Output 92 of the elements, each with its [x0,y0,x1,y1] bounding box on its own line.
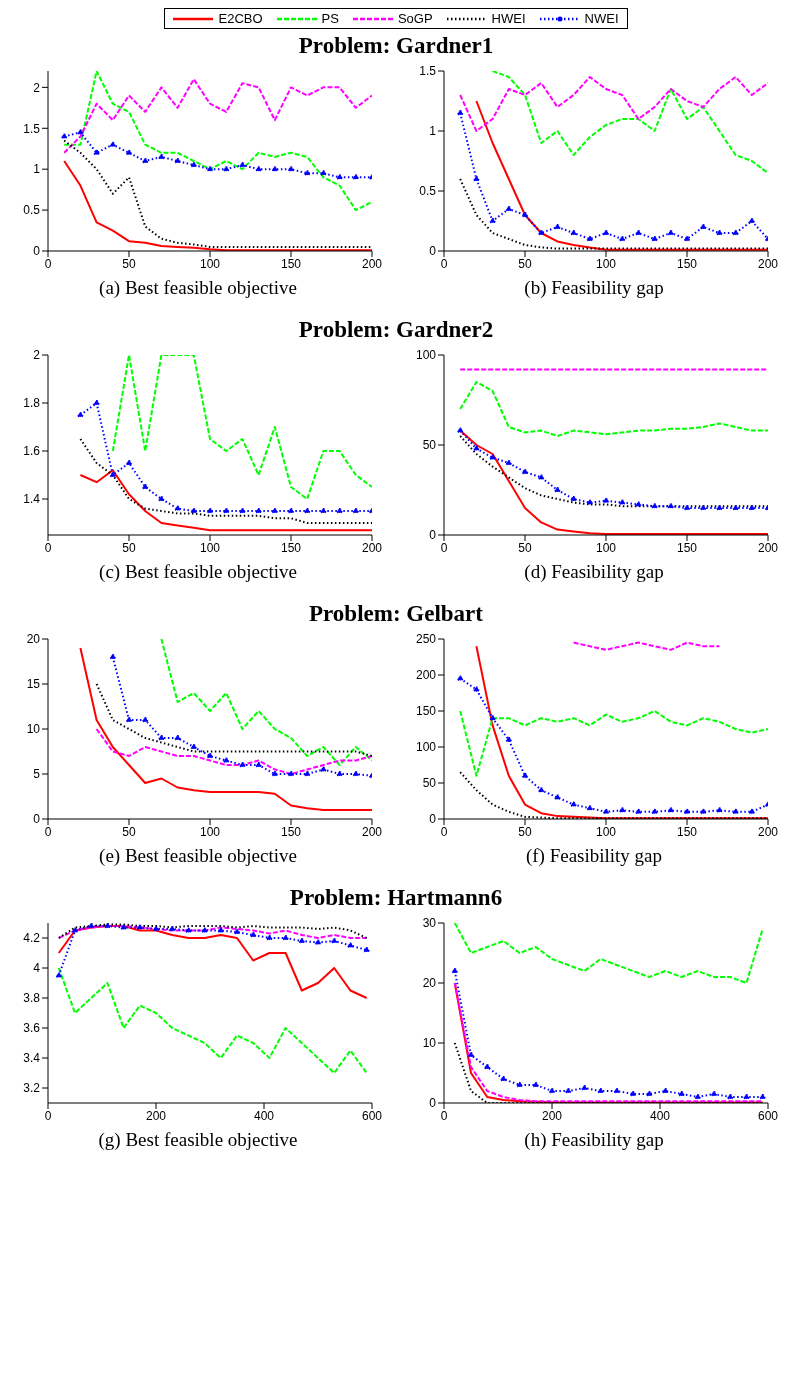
x-tick-label: 0 [440,824,448,839]
y-tick-label: 4 [33,961,41,976]
x-tick-label: 200 [757,824,779,839]
x-tick-label: 0 [440,1108,448,1123]
x-tick-label: 200 [145,1108,167,1123]
x-tick-label: 100 [199,824,221,839]
x-tick-label: 200 [361,824,383,839]
y-tick-label: 1 [33,162,41,177]
x-tick-label: 600 [757,1108,779,1123]
y-tick-label: 100 [415,348,437,363]
x-tick-label: 0 [440,256,448,271]
x-tick-label: 150 [280,540,302,555]
y-tick-label: 0.5 [419,184,437,199]
y-tick-label: 20 [26,632,41,647]
y-tick-label: 1.5 [23,121,41,136]
x-tick-label: 100 [595,540,617,555]
y-tick-label: 0 [33,244,41,259]
y-tick-label: 0 [33,812,41,827]
y-tick-label: 200 [415,668,437,683]
x-tick-label: 150 [676,540,698,555]
y-tick-label: 5 [33,767,41,782]
x-axis-title: (b) Feasibility gap [523,277,665,299]
x-axis-title: (g) Best feasible objective [97,1129,299,1151]
x-tick-label: 50 [122,824,136,839]
x-tick-label: 100 [595,824,617,839]
x-tick-label: 50 [122,256,136,271]
x-tick-label: 50 [518,256,532,271]
x-tick-label: 200 [757,256,779,271]
y-tick-label: 2 [33,80,41,95]
x-axis-title: (e) Best feasible objective [98,845,298,867]
x-tick-label: 200 [361,256,383,271]
y-tick-label: 3.6 [23,1021,41,1036]
y-tick-label: 30 [422,916,437,931]
y-tick-label: 2 [33,348,41,363]
x-axis-title: (d) Feasibility gap [523,561,665,583]
x-axis-title: (h) Feasibility gap [523,1129,665,1151]
y-tick-label: 1.4 [23,492,41,507]
x-axis-title: (c) Best feasible objective [98,561,298,583]
y-tick-label: 50 [422,438,437,453]
x-axis-title: (f) Feasibility gap [524,845,664,867]
x-tick-label: 0 [44,256,52,271]
x-tick-label: 150 [280,256,302,271]
x-tick-label: 100 [595,256,617,271]
y-tick-label: 15 [26,677,41,692]
y-tick-label: 1.8 [23,396,41,411]
y-tick-label: 150 [415,704,437,719]
x-tick-label: 600 [361,1108,383,1123]
x-tick-label: 0 [440,540,448,555]
y-tick-label: 1.5 [419,64,437,79]
chart-title: Problem: Gardner1 [297,33,495,59]
y-tick-label: 4.2 [23,931,41,946]
x-tick-label: 150 [280,824,302,839]
x-tick-label: 100 [199,256,221,271]
chart-title: Problem: Hartmann6 [288,885,504,911]
x-tick-label: 200 [361,540,383,555]
legend-label: E2CBO [218,11,263,26]
y-tick-label: 20 [422,976,437,991]
y-tick-label: 250 [415,632,437,647]
x-tick-label: 100 [199,540,221,555]
y-tick-label: 10 [26,722,41,737]
y-tick-label: 0 [429,528,437,543]
x-axis-title: (a) Best feasible objective [98,277,298,299]
y-tick-label: 100 [415,740,437,755]
x-tick-label: 200 [541,1108,563,1123]
x-tick-label: 0 [44,824,52,839]
x-tick-label: 150 [676,824,698,839]
x-tick-label: 50 [122,540,136,555]
y-tick-label: 10 [422,1036,437,1051]
y-tick-label: 0 [429,1096,437,1111]
y-tick-label: 1 [429,124,437,139]
y-tick-label: 0 [429,812,437,827]
x-tick-label: 400 [253,1108,275,1123]
y-tick-label: 50 [422,776,437,791]
x-tick-label: 0 [44,540,52,555]
x-tick-label: 0 [44,1108,52,1123]
x-tick-label: 400 [649,1108,671,1123]
y-tick-label: 0.5 [23,203,41,218]
legend-label: PS [321,11,339,26]
y-tick-label: 3.2 [23,1081,41,1096]
y-tick-label: 1.6 [23,444,41,459]
y-tick-label: 3.4 [23,1051,41,1066]
legend-label: SoGP [397,11,433,26]
y-tick-label: 3.8 [23,991,41,1006]
legend-label: HWEI [491,11,526,26]
chart-title: Problem: Gelbart [308,601,484,627]
chart-title: Problem: Gardner2 [297,317,495,343]
x-tick-label: 150 [676,256,698,271]
x-tick-label: 50 [518,540,532,555]
x-tick-label: 200 [757,540,779,555]
legend-label: NWEI [584,11,619,26]
x-tick-label: 50 [518,824,532,839]
y-tick-label: 0 [429,244,437,259]
